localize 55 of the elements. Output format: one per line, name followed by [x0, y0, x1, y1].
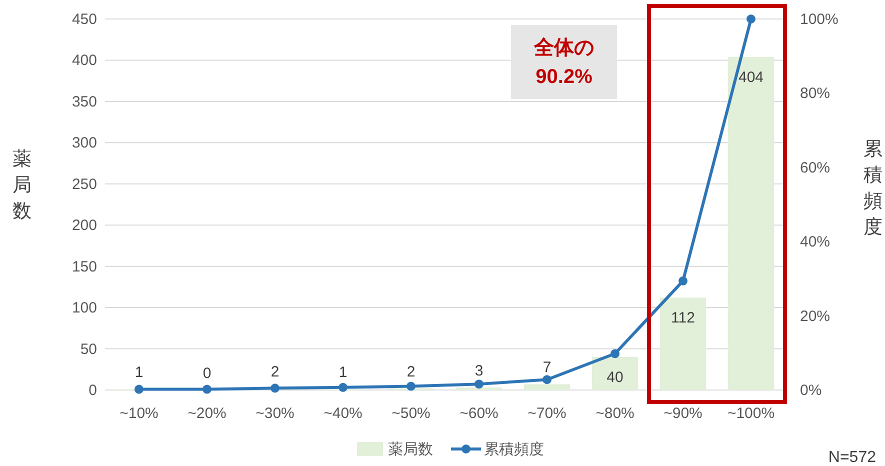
annotation: 全体の 90.2%: [533, 37, 594, 88]
y2-tick-label: 40%: [800, 234, 830, 251]
point: [338, 382, 348, 392]
bar: [660, 298, 706, 390]
data-label: 40: [606, 369, 624, 386]
bar: [524, 384, 570, 390]
data-label: 7: [542, 359, 552, 376]
x-tick-label: ~90%: [664, 405, 702, 422]
x-tick-label: ~10%: [120, 405, 158, 422]
x-tick-label: ~20%: [188, 405, 226, 422]
x-tick-label: ~50%: [392, 405, 430, 422]
y2-axis-title: 累積頻度: [864, 139, 882, 238]
y2-tick-label: 100%: [800, 11, 838, 28]
y-tick-label: 250: [72, 176, 97, 193]
data-label: 1: [338, 364, 348, 382]
y-tick-label: 300: [72, 134, 97, 152]
y2-tick-label: 80%: [800, 85, 830, 102]
x-tick-label: ~60%: [460, 405, 498, 422]
y-tick-label: 450: [72, 11, 97, 28]
y2-tick-label: 20%: [800, 308, 830, 325]
y-tick-label: 200: [72, 217, 97, 234]
data-label: 2: [406, 363, 416, 380]
x-tick-label: ~80%: [596, 405, 634, 422]
point: [474, 380, 484, 389]
y-axis-title: 薬局数: [12, 149, 32, 222]
y-tick-label: 0: [88, 382, 97, 399]
y-tick-label: 100: [72, 300, 97, 317]
x-tick-label: ~70%: [528, 405, 566, 422]
data-label: 2: [270, 363, 280, 380]
point: [134, 384, 144, 394]
data-label: 1: [134, 364, 144, 382]
data-label: 404: [738, 68, 764, 86]
y-tick-label: 350: [72, 93, 97, 110]
y-tick-label: 50: [80, 340, 97, 358]
data-label: 3: [474, 362, 484, 380]
y2-tick-label: 0%: [800, 382, 822, 399]
y-tick-label: 400: [72, 52, 97, 70]
point: [270, 384, 280, 393]
x-tick-label: ~100%: [727, 405, 775, 422]
data-label: 0: [202, 365, 212, 382]
x-tick-label: ~30%: [256, 405, 294, 422]
legend-label: 累積頻度: [484, 441, 544, 458]
point: [542, 375, 552, 384]
point: [610, 349, 620, 358]
text: N=572: [828, 449, 876, 466]
data-label: 112: [671, 310, 695, 327]
point: [746, 14, 756, 24]
legend-label: 薬局数: [388, 441, 433, 458]
y2-tick-label: 60%: [800, 159, 830, 176]
y-tick-label: 150: [72, 258, 97, 276]
point: [406, 382, 416, 391]
point: [202, 384, 212, 394]
bar: [592, 357, 638, 390]
x-tick-label: ~40%: [324, 405, 362, 422]
point: [678, 276, 688, 286]
